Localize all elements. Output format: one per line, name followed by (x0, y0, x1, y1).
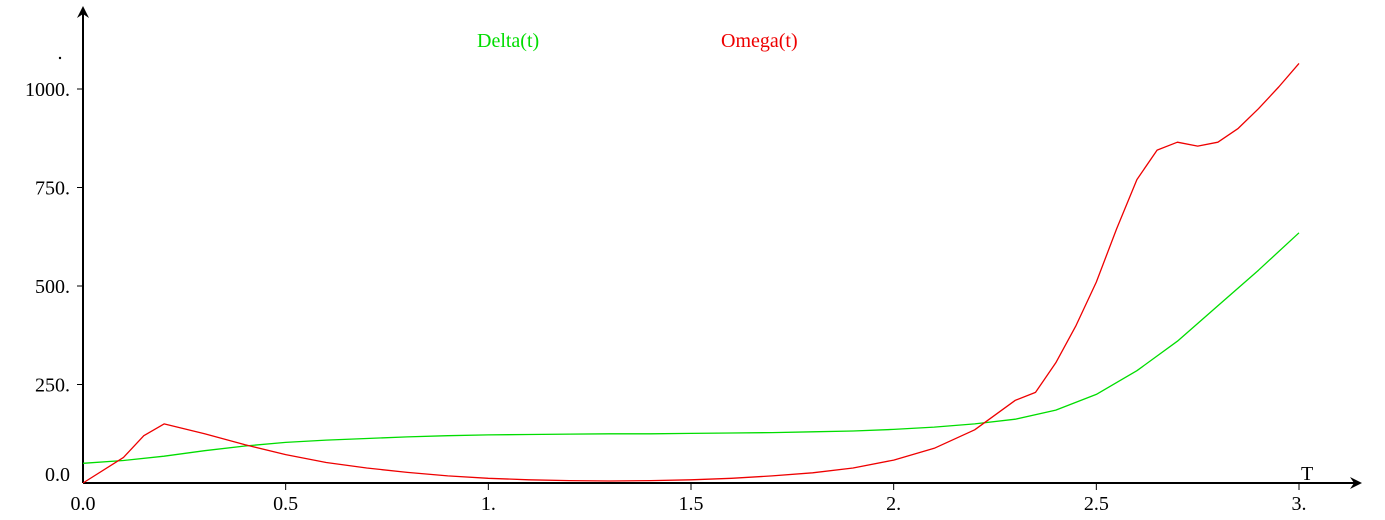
y-axis-dot (58, 56, 62, 60)
y-tick-label: 250. (35, 375, 70, 397)
y-ticks: 0.0 250. 500. 750. 1000. (25, 79, 83, 486)
legend: Delta(t) Omega(t) (477, 30, 798, 52)
x-tick-label: 1.5 (679, 493, 704, 515)
x-tick-label: 3. (1292, 493, 1307, 515)
x-tick-label: 1. (481, 493, 496, 515)
x-tick-label: 0.0 (71, 493, 96, 515)
y-tick-label: 0.0 (45, 464, 70, 486)
x-tick-label: 0.5 (273, 493, 298, 515)
series-line-omega-t (82, 62, 1300, 484)
x-ticks: 0.0 0.5 1. 1.5 2. 2.5 3. (71, 483, 1307, 515)
x-tick-label: 2. (886, 493, 901, 515)
y-tick-label: 500. (35, 276, 70, 298)
x-tick-label: 2.5 (1084, 493, 1109, 515)
x-axis-label: T (1301, 463, 1313, 485)
y-tick-label: 750. (35, 178, 70, 200)
legend-omega: Omega(t) (721, 30, 798, 52)
series-line-delta-t (82, 232, 1300, 464)
series-lines (82, 62, 1300, 484)
y-tick-label: 1000. (25, 79, 70, 101)
legend-delta: Delta(t) (477, 30, 539, 52)
